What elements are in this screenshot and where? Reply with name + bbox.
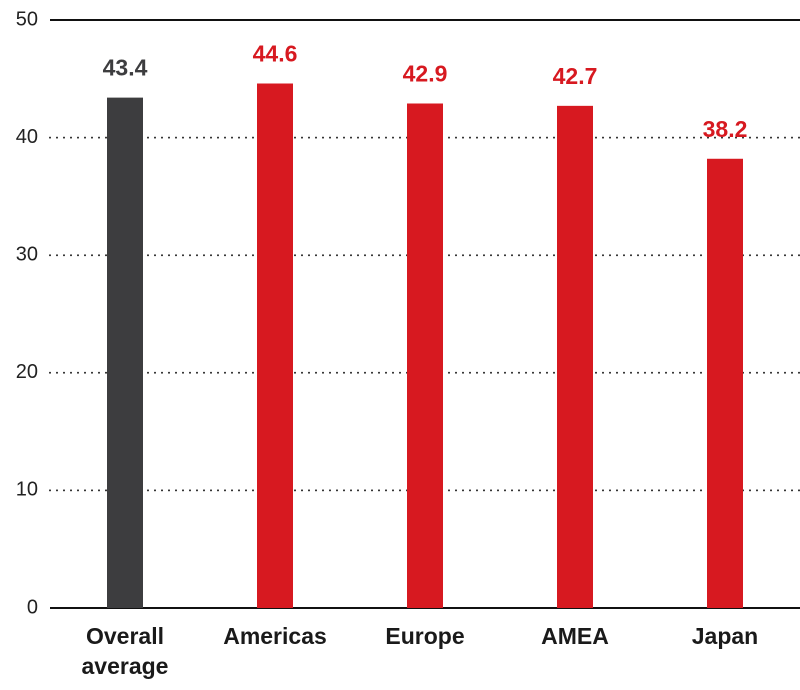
bar [407, 103, 443, 608]
y-tick-label: 10 [16, 479, 38, 501]
x-tick-label: Japan [692, 623, 758, 649]
bar [257, 83, 293, 608]
y-tick-label: 20 [16, 361, 38, 383]
x-tick-label: Overall average [82, 623, 169, 679]
value-label: 43.4 [103, 55, 148, 81]
bar [107, 97, 143, 608]
y-tick-label: 0 [27, 596, 38, 618]
value-label: 38.2 [703, 116, 748, 142]
x-tick-label: Americas [223, 623, 327, 649]
value-label: 42.7 [553, 63, 598, 89]
x-tick-label: AMEA [541, 623, 609, 649]
value-label: 44.6 [253, 41, 298, 67]
y-tick-label: 40 [16, 126, 38, 148]
y-tick-label: 30 [16, 243, 38, 265]
y-tick-label: 50 [16, 8, 38, 30]
bar [557, 105, 593, 609]
bar [707, 158, 743, 608]
x-tick-label: Europe [385, 623, 464, 649]
value-label: 42.9 [403, 61, 448, 87]
